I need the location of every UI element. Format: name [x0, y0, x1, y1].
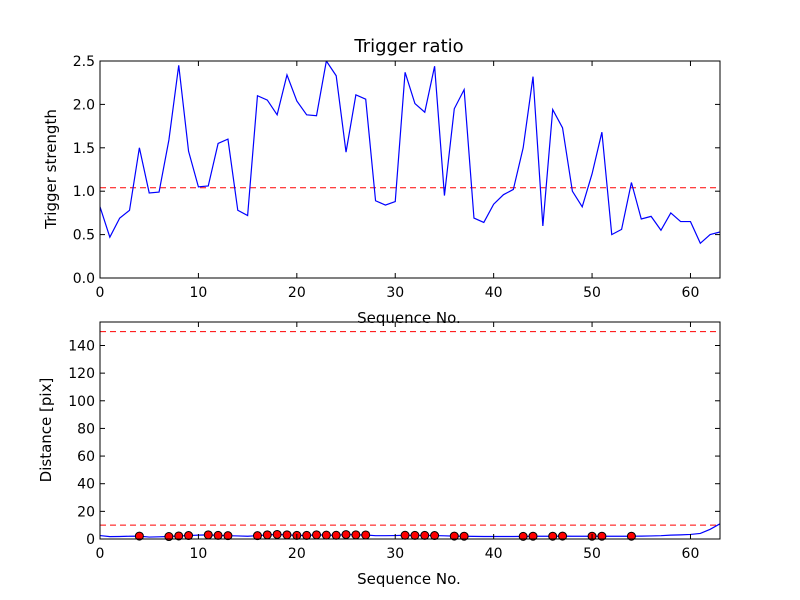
data-point: [252, 531, 262, 541]
data-point: [518, 531, 528, 541]
y-tick-label: 100: [68, 394, 95, 410]
x-tick-label: 30: [386, 285, 404, 301]
data-point: [321, 530, 331, 540]
x-tick-label: 0: [96, 285, 105, 301]
series-line: [100, 523, 720, 538]
plot-frame: [99, 60, 721, 279]
y-tick-label: 1.5: [73, 141, 95, 157]
data-point: [449, 531, 459, 541]
x-axis-label: Sequence No.: [357, 570, 461, 588]
data-point: [361, 530, 371, 540]
data-point: [282, 530, 292, 540]
data-point: [420, 530, 430, 540]
data-point: [597, 531, 607, 541]
x-tick-label: 60: [682, 285, 700, 301]
data-point: [312, 530, 322, 540]
data-point: [626, 531, 636, 541]
y-tick-label: 20: [77, 504, 95, 520]
y-tick-label: 60: [77, 449, 95, 465]
y-tick-label: 140: [68, 338, 95, 354]
data-point: [341, 530, 351, 540]
trigger-ratio-chart: Trigger ratio Sequence No. Trigger stren…: [42, 36, 721, 327]
data-point: [410, 530, 420, 540]
data-point: [351, 530, 361, 540]
y-tick-label: 80: [77, 421, 95, 437]
data-point: [302, 530, 312, 540]
x-tick-label: 20: [288, 546, 306, 562]
y-axis-label: Trigger strength: [42, 109, 60, 230]
x-tick-label: 50: [583, 546, 601, 562]
x-tick-label: 10: [189, 285, 207, 301]
distance-chart: Sequence No. Distance [pix] 0 10 20 30 40 50 6…: [37, 321, 721, 588]
data-point: [262, 530, 272, 540]
data-point: [184, 531, 194, 541]
data-point: [548, 531, 558, 541]
x-tick-label: 50: [583, 285, 601, 301]
data-point: [400, 530, 410, 540]
y-tick-label: 0: [86, 532, 95, 548]
data-point: [459, 531, 469, 541]
y-axis-label: Distance [pix]: [37, 378, 55, 483]
y-tick-label: 0.5: [73, 228, 95, 244]
y-tick-label: 0.0: [73, 271, 95, 287]
x-tick-label: 0: [96, 546, 105, 562]
data-point: [213, 530, 223, 540]
series-line: [100, 61, 720, 245]
data-point: [223, 531, 233, 541]
data-point: [134, 531, 144, 541]
data-point: [528, 531, 538, 541]
data-point: [331, 530, 341, 540]
x-axis-label: Sequence No.: [357, 309, 461, 327]
data-point: [558, 531, 568, 541]
plot-frame: [99, 321, 721, 540]
chart-title: Trigger ratio: [353, 36, 463, 57]
x-tick-label: 40: [485, 546, 503, 562]
y-tick-label: 40: [77, 477, 95, 493]
y-tick-label: 2.0: [73, 97, 95, 113]
x-tick-label: 30: [386, 546, 404, 562]
x-tick-label: 20: [288, 285, 306, 301]
data-point: [430, 531, 440, 541]
x-tick-label: 40: [485, 285, 503, 301]
data-point: [203, 530, 213, 540]
data-point: [272, 529, 282, 539]
x-tick-label: 10: [189, 546, 207, 562]
data-point: [174, 531, 184, 541]
y-tick-label: 2.5: [73, 54, 95, 70]
y-tick-label: 1.0: [73, 184, 95, 200]
x-tick-label: 60: [682, 546, 700, 562]
y-tick-label: 120: [68, 366, 95, 382]
